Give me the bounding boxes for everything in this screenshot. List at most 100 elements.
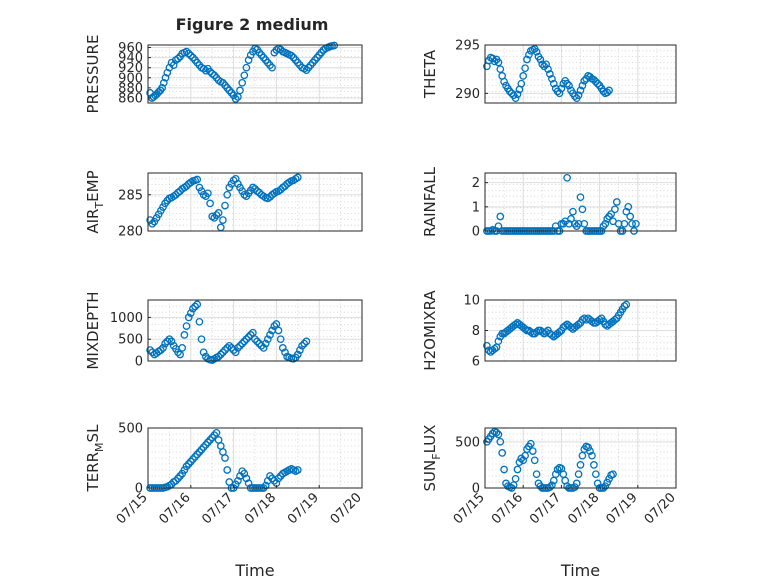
data-point bbox=[521, 64, 529, 73]
data-point bbox=[219, 348, 227, 357]
data-point bbox=[593, 479, 602, 488]
data-point bbox=[496, 437, 505, 446]
data-point bbox=[193, 175, 202, 184]
data-point bbox=[611, 315, 619, 324]
data-point bbox=[180, 331, 189, 339]
data-point bbox=[201, 66, 210, 75]
data-point bbox=[530, 456, 539, 465]
y-tick-label: 500 bbox=[118, 333, 143, 348]
data-point bbox=[505, 87, 514, 96]
data-point bbox=[244, 333, 253, 341]
x-tick-label: 07/17 bbox=[527, 490, 564, 527]
data-point bbox=[628, 219, 636, 228]
axes-box bbox=[147, 427, 363, 489]
data-point bbox=[251, 185, 259, 193]
data-point bbox=[293, 173, 302, 182]
axes-box bbox=[484, 44, 677, 104]
data-point bbox=[563, 173, 571, 182]
series-markers bbox=[483, 300, 631, 356]
data-point bbox=[204, 189, 212, 198]
y-tick-label: 880 bbox=[118, 81, 143, 96]
data-point bbox=[624, 202, 633, 211]
y-tick-label: 280 bbox=[118, 225, 143, 240]
subplot-top-right: 290 295 THETA bbox=[421, 39, 677, 104]
data-point bbox=[595, 315, 604, 324]
data-point bbox=[574, 320, 583, 329]
data-point bbox=[515, 458, 524, 467]
data-point bbox=[253, 337, 261, 346]
y-tick-label: 900 bbox=[118, 71, 143, 86]
data-point bbox=[214, 209, 223, 217]
data-point bbox=[189, 304, 197, 313]
x-tick-label: 07/15 bbox=[114, 490, 151, 527]
y-tick-label: 0 bbox=[472, 482, 480, 497]
data-point bbox=[171, 190, 180, 199]
data-point bbox=[536, 55, 545, 64]
data-point bbox=[551, 470, 560, 479]
data-point bbox=[234, 344, 242, 352]
data-point bbox=[614, 219, 623, 228]
data-point bbox=[182, 462, 191, 471]
series-markers bbox=[146, 300, 311, 364]
data-point bbox=[272, 320, 281, 328]
data-point bbox=[221, 346, 229, 354]
data-point bbox=[532, 470, 541, 479]
axes-box bbox=[147, 172, 363, 232]
data-point bbox=[611, 205, 619, 214]
data-point bbox=[513, 465, 522, 474]
data-point bbox=[586, 447, 594, 455]
data-point bbox=[242, 335, 251, 344]
data-point bbox=[519, 72, 528, 80]
y-axis-label: TERRMSL bbox=[84, 424, 106, 493]
data-point bbox=[189, 455, 197, 464]
x-axis-label: Time bbox=[234, 561, 274, 580]
data-point bbox=[612, 198, 621, 206]
x-tick-label: 07/18 bbox=[565, 490, 602, 527]
data-point bbox=[593, 79, 602, 88]
data-point bbox=[546, 70, 554, 78]
data-point bbox=[184, 313, 193, 322]
subplot-second-right: 0 1 2 RAINFALL bbox=[421, 166, 677, 240]
data-point bbox=[542, 328, 550, 336]
data-point bbox=[622, 207, 631, 216]
data-point bbox=[159, 78, 168, 87]
data-point bbox=[261, 481, 270, 490]
data-point bbox=[186, 51, 195, 60]
data-point bbox=[236, 86, 244, 95]
data-point bbox=[146, 346, 154, 354]
data-point bbox=[156, 346, 165, 354]
data-point bbox=[274, 474, 283, 483]
data-point bbox=[259, 344, 268, 352]
data-point bbox=[542, 60, 550, 69]
y-tick-label: 940 bbox=[118, 51, 143, 66]
data-point bbox=[570, 483, 579, 491]
data-point bbox=[569, 207, 577, 216]
data-point bbox=[212, 211, 221, 219]
data-point bbox=[246, 331, 255, 339]
data-point bbox=[578, 205, 587, 214]
data-point bbox=[591, 77, 600, 86]
data-point bbox=[161, 339, 169, 348]
data-point bbox=[208, 69, 217, 78]
y-tick-label: 0 bbox=[135, 482, 143, 497]
data-point bbox=[276, 335, 285, 344]
data-point bbox=[590, 75, 598, 84]
y-tick-label: 1 bbox=[472, 200, 480, 215]
data-point bbox=[521, 325, 529, 333]
series-markers bbox=[146, 41, 339, 103]
subplot-bottom-right: 0 500 07/15 07/16 07/17 07/18 07/19 07/20 SUNFLU… bbox=[421, 425, 679, 580]
data-point bbox=[555, 328, 564, 336]
data-point bbox=[229, 346, 238, 354]
data-point bbox=[302, 337, 311, 346]
data-point bbox=[240, 71, 249, 80]
x-tick-label: 07/16 bbox=[489, 490, 526, 527]
data-point bbox=[519, 456, 528, 465]
data-point bbox=[632, 219, 640, 228]
x-tick-label: 07/16 bbox=[157, 490, 194, 527]
data-point bbox=[490, 57, 499, 66]
data-point bbox=[622, 300, 631, 309]
data-point bbox=[525, 50, 533, 59]
data-point bbox=[206, 199, 214, 208]
data-point bbox=[238, 78, 247, 87]
